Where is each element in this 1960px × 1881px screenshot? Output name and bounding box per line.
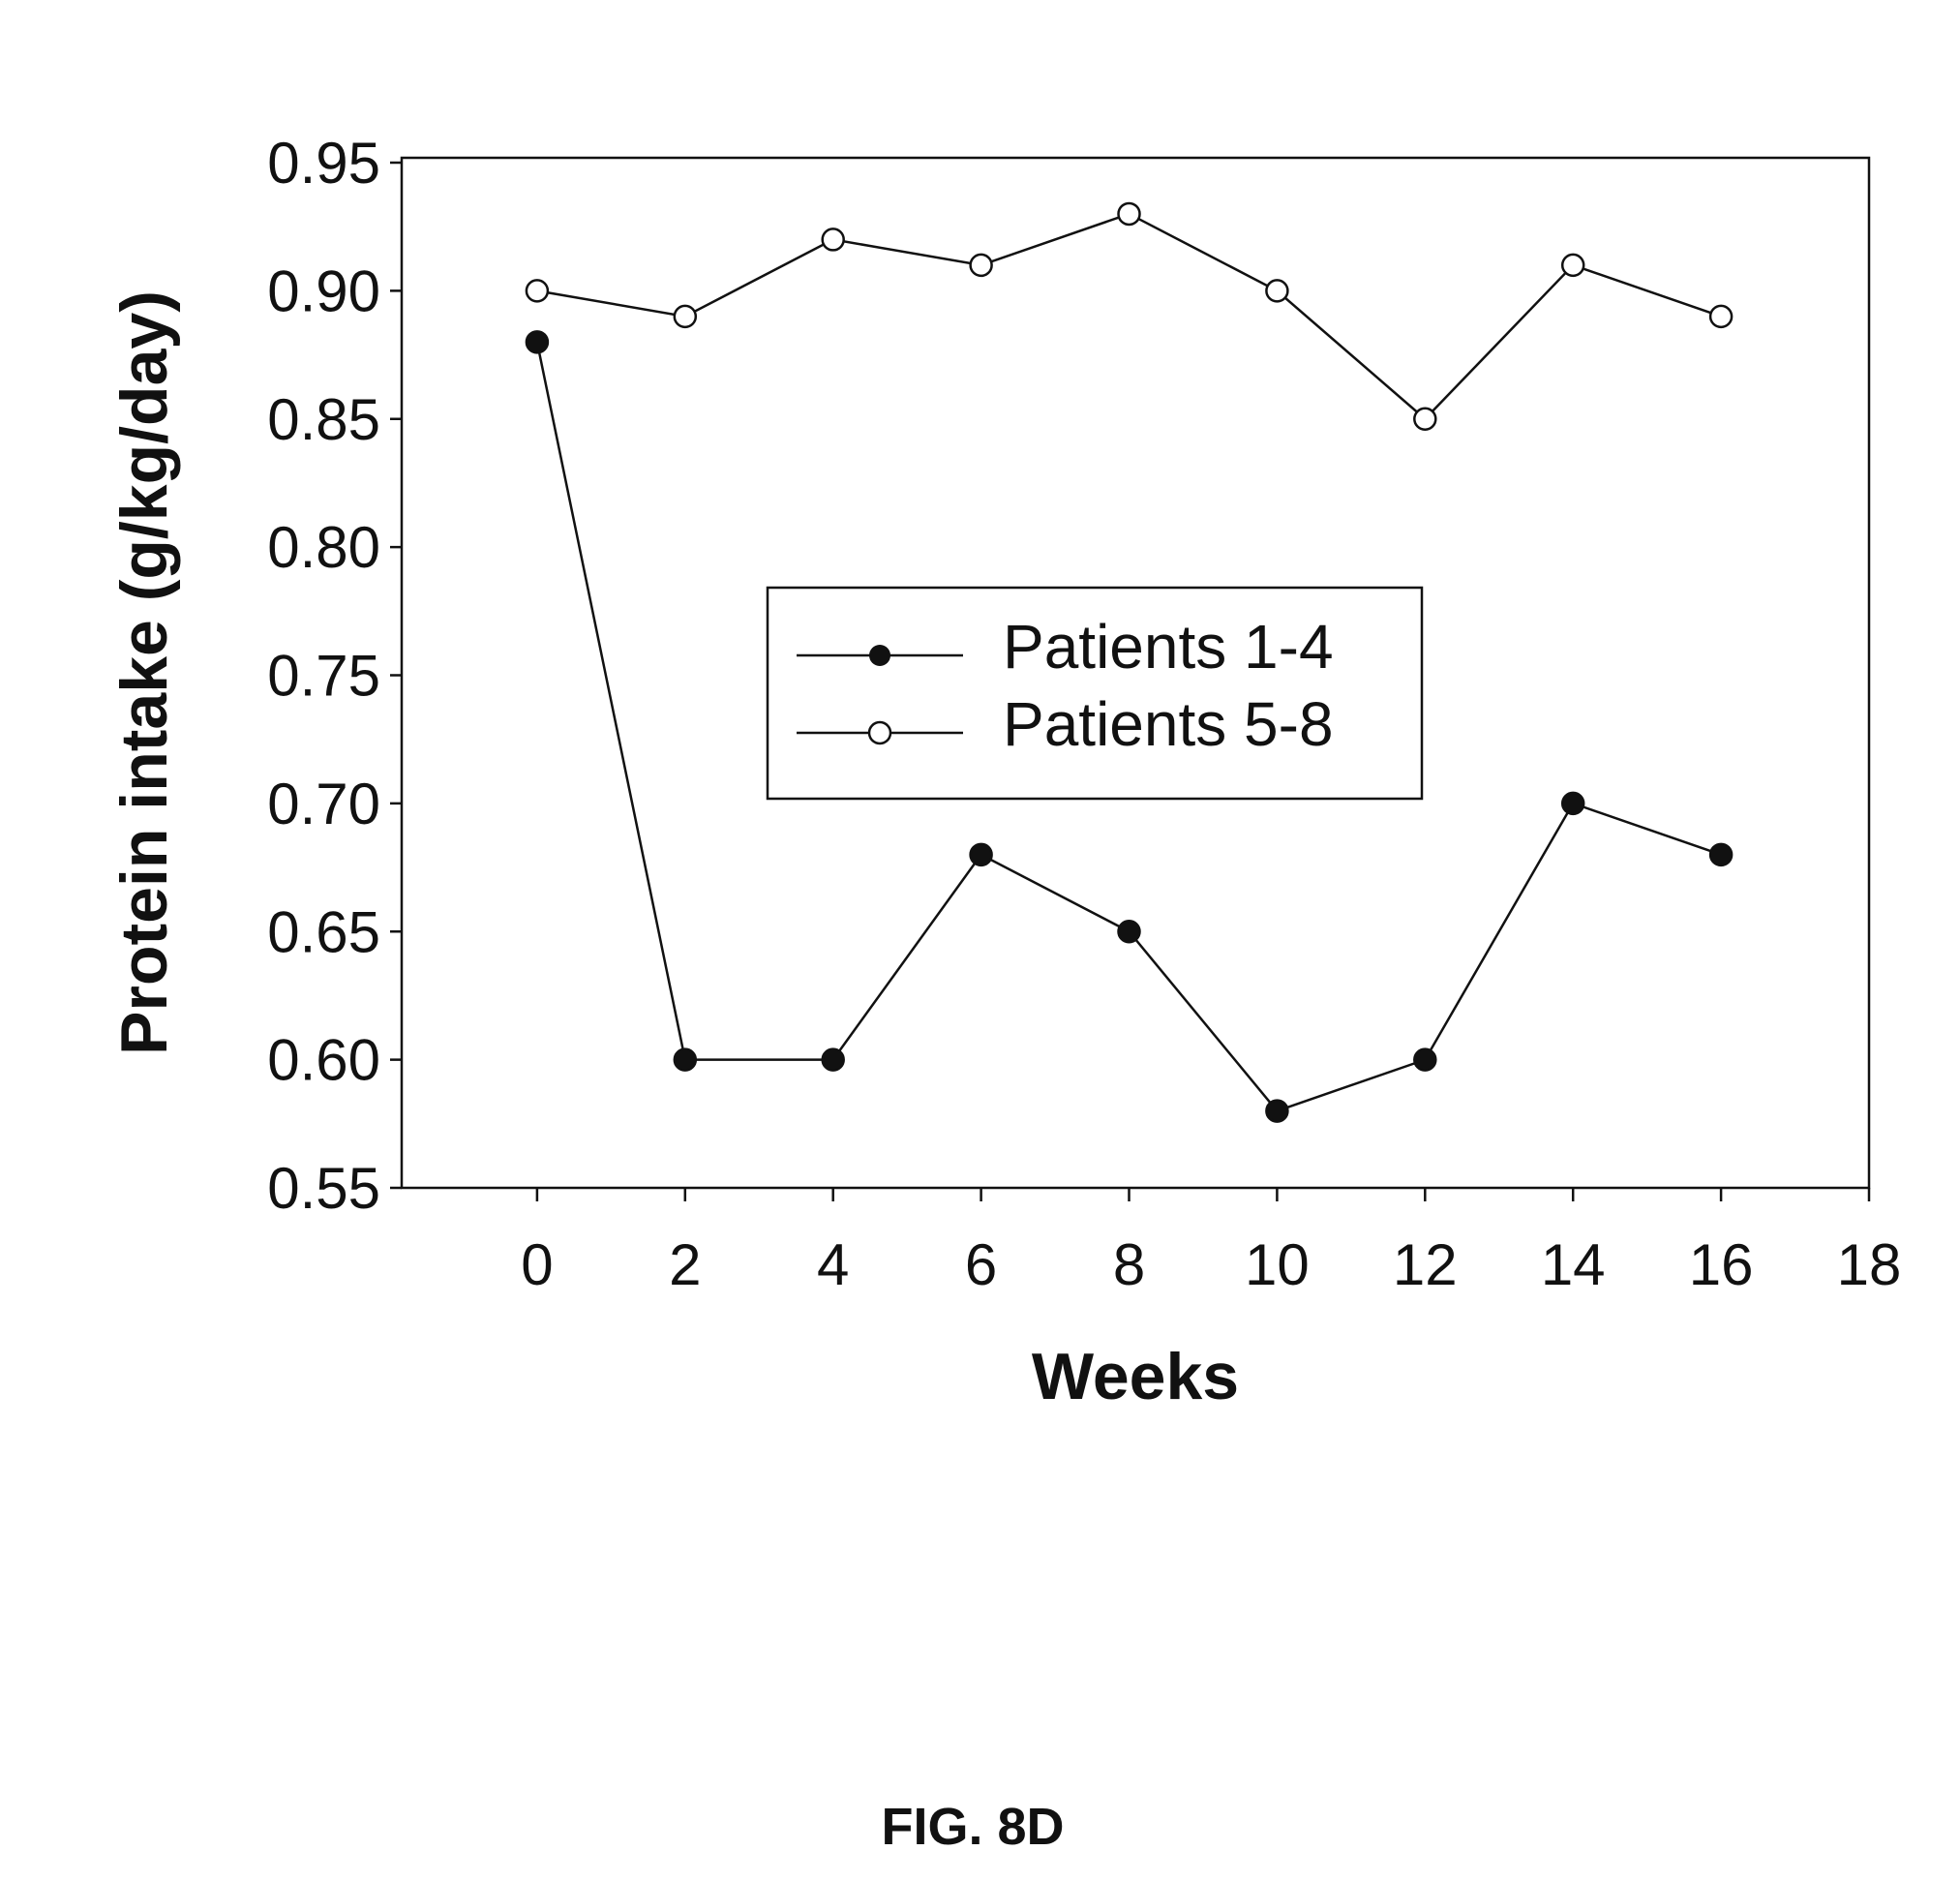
- x-tick-label: 6: [965, 1232, 997, 1297]
- data-point: [1560, 253, 1585, 278]
- data-point: [1560, 791, 1585, 816]
- legend-label: Patients 1-4: [1003, 612, 1334, 682]
- series-line-2: [536, 212, 1722, 421]
- data-point: [969, 253, 993, 278]
- x-tick-label: 4: [817, 1232, 849, 1297]
- y-tick-label: 0.55: [267, 1156, 380, 1221]
- y-tick-label: 0.75: [267, 644, 380, 709]
- x-tick-label: 0: [521, 1232, 553, 1297]
- x-tick-label: 16: [1689, 1232, 1754, 1297]
- figure-caption: FIG. 8D: [881, 1798, 1064, 1856]
- y-tick-label: 0.80: [267, 515, 380, 580]
- legend-marker-open: [867, 720, 892, 745]
- y-tick-label: 0.85: [267, 387, 380, 452]
- x-tick-label: 2: [669, 1232, 701, 1297]
- data-point: [1265, 1099, 1289, 1123]
- legend: Patients 1-4 Patients 5-8: [766, 586, 1424, 801]
- data-point: [1117, 920, 1141, 944]
- data-point: [1708, 304, 1734, 329]
- y-tick-label: 0.70: [267, 772, 380, 836]
- data-point: [821, 228, 845, 252]
- x-tick-label: 8: [1113, 1232, 1145, 1297]
- data-point: [1708, 842, 1734, 867]
- data-point: [821, 1047, 845, 1072]
- data-point: [525, 279, 550, 303]
- x-tick-label: 18: [1837, 1232, 1902, 1297]
- data-point: [673, 304, 698, 329]
- x-tick-label: 10: [1245, 1232, 1310, 1297]
- y-tick-label: 0.90: [267, 258, 380, 323]
- data-point: [1413, 1047, 1437, 1072]
- plot-frame: [400, 156, 1871, 1190]
- data-point: [1117, 201, 1141, 227]
- legend-label: Patients 5-8: [1003, 689, 1334, 759]
- y-axis-title: Protein intake (g/kg/day): [107, 290, 181, 1055]
- x-tick-label: 14: [1541, 1232, 1606, 1297]
- y-tick-label: 0.60: [267, 1028, 380, 1093]
- x-tick-label: 12: [1393, 1232, 1458, 1297]
- data-point: [1265, 279, 1289, 303]
- x-axis-title: Weeks: [1032, 1340, 1239, 1413]
- y-tick-label: 0.65: [267, 899, 380, 964]
- data-point: [525, 330, 550, 354]
- y-tick-label: 0.95: [267, 131, 380, 196]
- legend-marker-filled: [869, 645, 890, 666]
- data-point: [1413, 407, 1437, 431]
- data-point: [673, 1047, 698, 1072]
- data-point: [969, 842, 993, 867]
